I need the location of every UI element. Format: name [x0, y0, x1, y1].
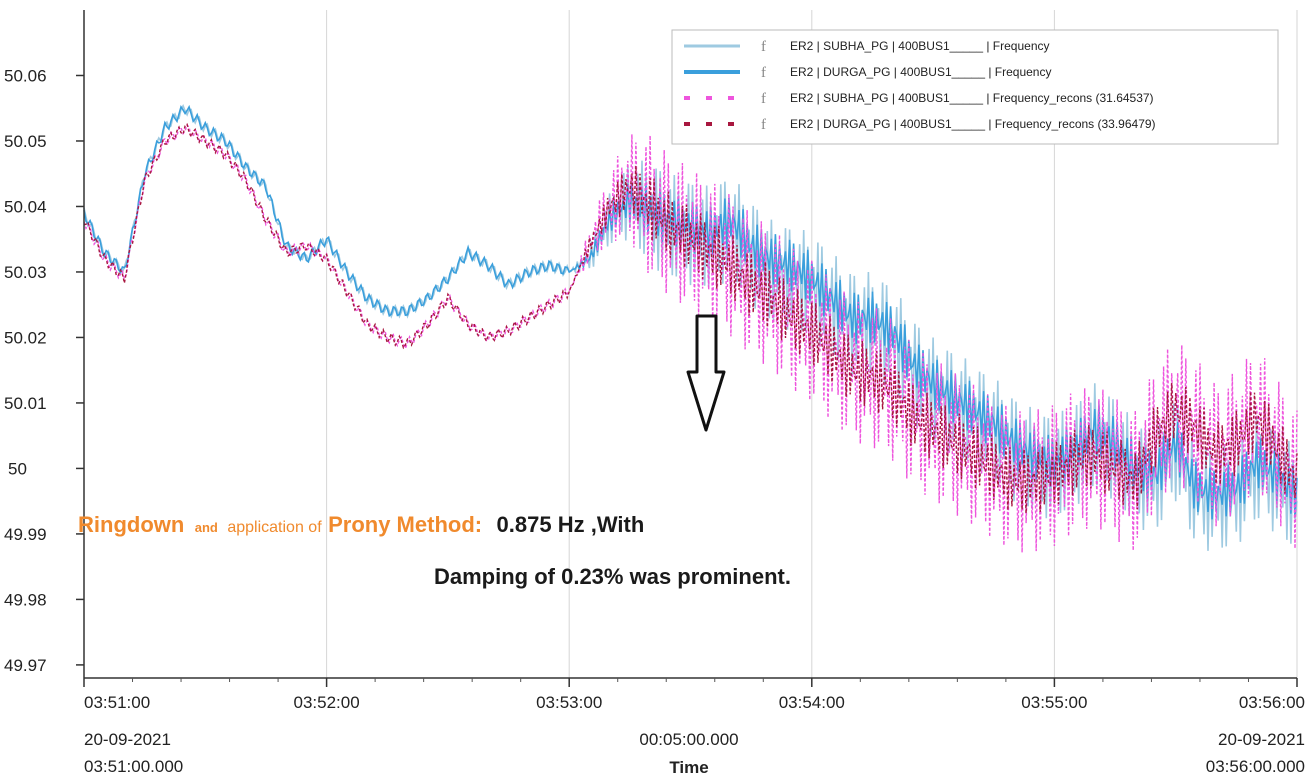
y-tick-label: 50 [8, 459, 27, 478]
annotation-word-and: and [195, 520, 218, 535]
series-line [83, 123, 1298, 553]
x-tick-label: 03:53:00 [536, 693, 602, 712]
x-start-date: 20-09-2021 [84, 730, 171, 749]
y-tick-label: 49.98 [4, 590, 47, 609]
legend-item[interactable]: f ER2 | DURGA_PG | 400BUS1_____ | Frequen… [684, 117, 1156, 133]
series-layer [83, 103, 1298, 553]
y-tick-label: 50.02 [4, 328, 47, 347]
tick-labels: 49.97 49.98 49.99 50 50.01 50.02 50.03 50.04 50.… [4, 66, 1305, 712]
function-icon: f [761, 91, 766, 107]
axes [76, 10, 1298, 687]
legend-item[interactable]: f ER2 | SUBHA_PG | 400BUS1_____ | Frequen… [684, 91, 1154, 107]
y-tick-label: 50.04 [4, 197, 47, 216]
x-start-time: 03:51:00.000 [84, 757, 183, 776]
series-1 [83, 103, 1298, 551]
function-icon: f [761, 65, 766, 81]
legend-item[interactable]: f ER2 | SUBHA_PG | 400BUS1_____ | Frequen… [684, 39, 1050, 55]
y-tick-label: 50.05 [4, 132, 47, 151]
x-end-date: 20-09-2021 [1218, 730, 1305, 749]
x-tick-label: 03:51:00 [84, 693, 150, 712]
annotation-word-prony: Prony Method: [328, 512, 482, 537]
legend-label: ER2 | SUBHA_PG | 400BUS1_____ | Frequenc… [790, 91, 1154, 105]
legend[interactable]: f ER2 | SUBHA_PG | 400BUS1_____ | Frequen… [671, 29, 1279, 145]
annotation-line2: Damping of 0.23% was prominent. [434, 564, 791, 589]
x-tick-label: 03:52:00 [294, 693, 360, 712]
x-tick-label: 03:55:00 [1021, 693, 1087, 712]
function-icon: f [761, 117, 766, 133]
legend-box [671, 29, 1279, 145]
annotation-word-application: application of [227, 519, 322, 536]
function-icon: f [761, 39, 766, 55]
annotation-line1: Ringdown and application of Prony Method… [78, 512, 644, 537]
y-tick-label: 50.03 [4, 263, 47, 282]
series-line [83, 123, 1298, 514]
legend-label: ER2 | DURGA_PG | 400BUS1_____ | Frequenc… [790, 117, 1156, 131]
annotation-word-ringdown: Ringdown [78, 512, 184, 537]
series-line [83, 104, 1298, 520]
x-tick-label: 03:54:00 [779, 693, 845, 712]
y-tick-label: 50.01 [4, 394, 47, 413]
x-end-time: 03:56:00.000 [1206, 757, 1305, 776]
x-range-label: 00:05:00.000 [639, 730, 738, 749]
legend-label: ER2 | DURGA_PG | 400BUS1_____ | Frequenc… [790, 65, 1051, 79]
y-tick-label: 50.06 [4, 66, 47, 85]
y-tick-label: 49.97 [4, 656, 47, 675]
y-tick-label: 49.99 [4, 525, 47, 544]
series-line [83, 103, 1298, 551]
series-2 [83, 104, 1298, 520]
down-arrow-icon [686, 314, 726, 432]
annotation-frequency: 0.875 Hz ,With [497, 512, 645, 537]
x-axis-title: Time [669, 758, 708, 777]
legend-item[interactable]: f ER2 | DURGA_PG | 400BUS1_____ | Frequen… [684, 65, 1051, 81]
legend-label: ER2 | SUBHA_PG | 400BUS1_____ | Frequenc… [790, 39, 1050, 53]
x-tick-label: 03:56:00 [1239, 693, 1305, 712]
series-3 [83, 123, 1298, 553]
series-4 [83, 123, 1298, 514]
